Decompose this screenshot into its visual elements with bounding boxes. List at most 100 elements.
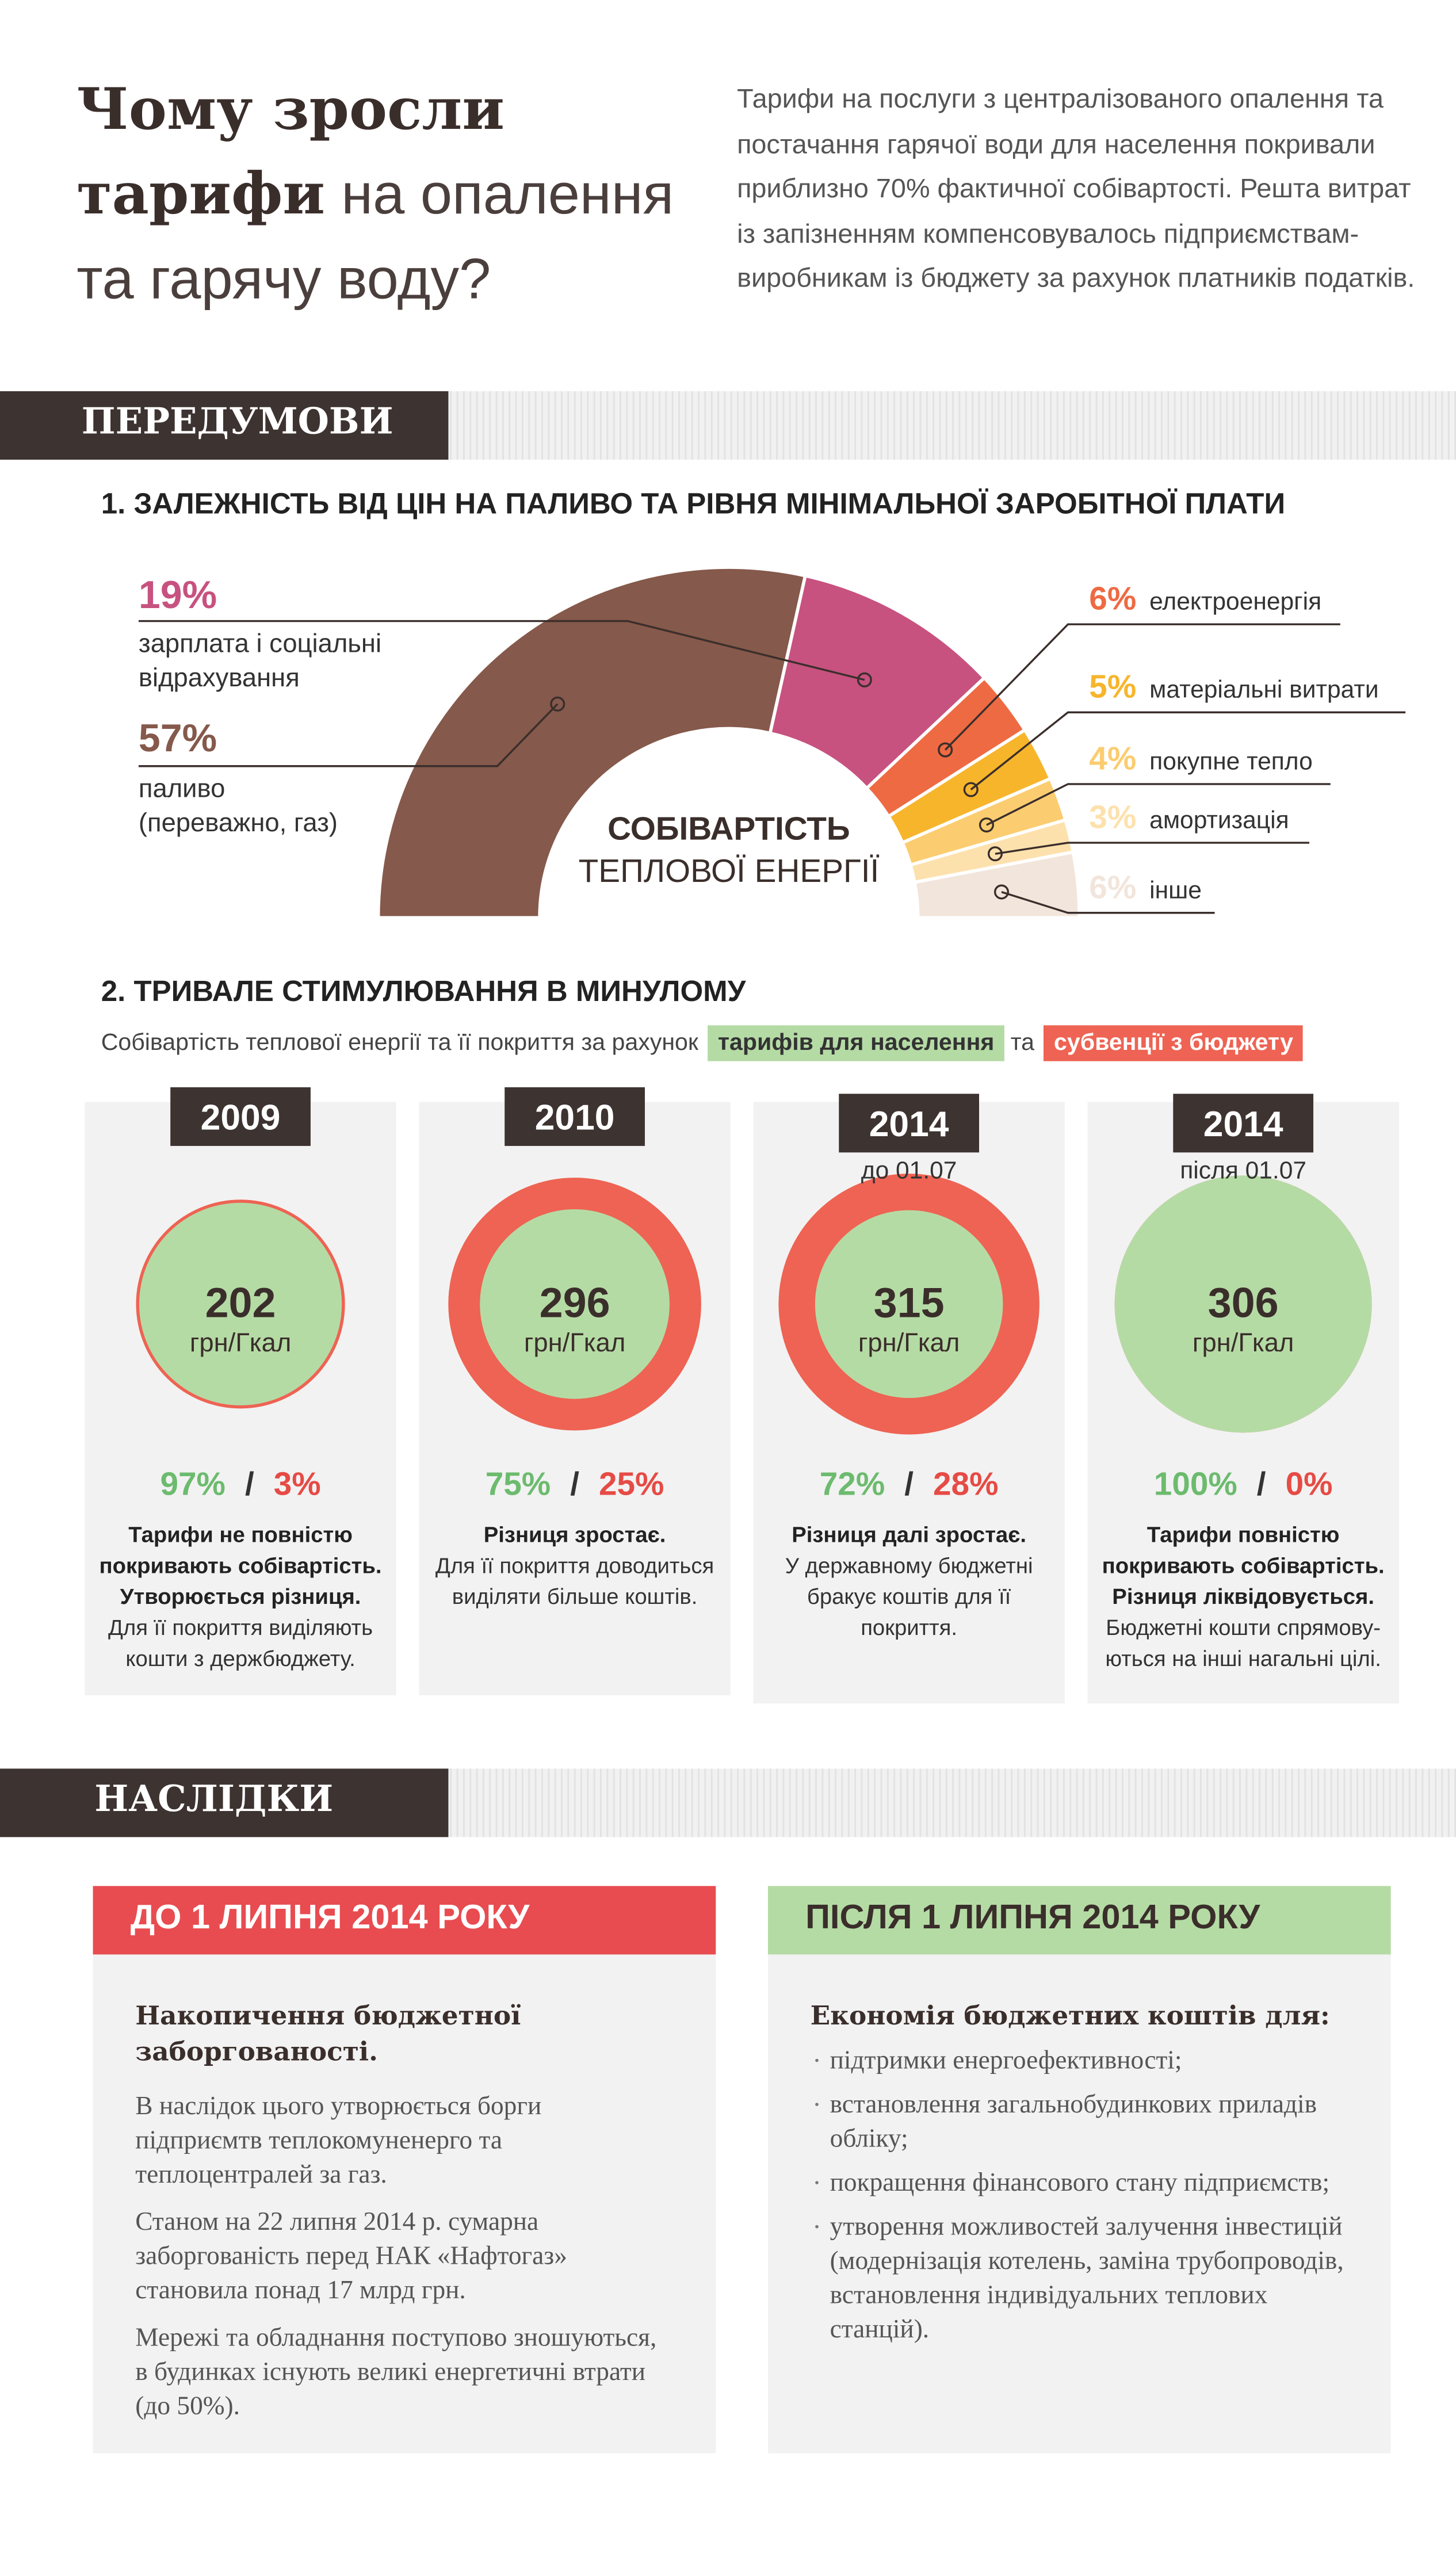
cost-value: 315 bbox=[873, 1278, 945, 1327]
share-separator: / bbox=[904, 1467, 914, 1503]
card-text-normal: Бюджетні кошти спрямову-ються на інші на… bbox=[1105, 1615, 1381, 1671]
donut-slice bbox=[912, 850, 1082, 920]
tariff-circle bbox=[139, 1202, 342, 1405]
cost-value: 306 bbox=[1207, 1278, 1279, 1327]
leader-line bbox=[995, 842, 1309, 855]
card-text-bold: Тарифи не повністю покривають собівартіс… bbox=[99, 1522, 382, 1609]
card-text: Різниця зростає. Для її покриття доводить… bbox=[432, 1519, 717, 1613]
leader-line bbox=[138, 620, 865, 681]
paragraph: В наслідок цього утворюється борги підпр… bbox=[135, 2093, 542, 2190]
year-label: 2014 bbox=[869, 1103, 949, 1145]
category-label: матеріальні витрати bbox=[1149, 676, 1379, 705]
title-light: та гарячу воду? bbox=[77, 247, 491, 312]
cost-unit: грн/Гкал bbox=[523, 1330, 626, 1358]
band bbox=[0, 1768, 449, 1837]
share-separator: / bbox=[244, 1467, 254, 1503]
category-label: електроенергія bbox=[1149, 588, 1322, 617]
card-text-bold: Різниця зростає. bbox=[483, 1522, 666, 1547]
year-tag bbox=[1173, 1094, 1314, 1153]
card-text: Тарифи повністю покривають собівартість.… bbox=[1100, 1519, 1386, 1674]
year-label: 2014 bbox=[1203, 1103, 1283, 1145]
list: підтримки енергоефективності; встановленн… bbox=[811, 2044, 1348, 2347]
value-label: 19% bbox=[138, 574, 217, 618]
value-label: 6% bbox=[1089, 582, 1137, 618]
cost-unit: грн/Гкал bbox=[858, 1330, 960, 1358]
year-note: до 01.07 bbox=[861, 1157, 957, 1185]
chart-subtitle: Собівартість теплової енергії та її покр… bbox=[101, 1025, 1303, 1061]
section-title: ПЕРЕДУМОВИ bbox=[81, 401, 393, 444]
paragraph: Мережі та обладнання поступово зношуютьс… bbox=[135, 2324, 657, 2421]
card-text-normal: Для її покриття виділяють кошти з держбю… bbox=[108, 1615, 373, 1671]
tariff-share: 97% bbox=[160, 1467, 226, 1503]
value-label: 3% bbox=[1089, 800, 1137, 836]
value-label: 6% bbox=[1089, 870, 1137, 907]
shares: 75% / 25% bbox=[486, 1467, 664, 1504]
tariff-share: 75% bbox=[485, 1467, 551, 1503]
leader-dot bbox=[857, 672, 872, 687]
subsidy-share: 3% bbox=[273, 1467, 321, 1503]
leader-line bbox=[970, 711, 1406, 790]
title-bold: тарифи bbox=[77, 161, 325, 228]
leader-line bbox=[1001, 891, 1215, 914]
panel-title: ПІСЛЯ 1 ЛИПНЯ 2014 РОКУ bbox=[805, 1899, 1260, 1937]
value-label: 57% bbox=[138, 717, 217, 762]
subsidy-share: 0% bbox=[1285, 1467, 1333, 1503]
panel-header bbox=[767, 1886, 1391, 1955]
year-tag bbox=[839, 1094, 979, 1153]
panel-heading: Економія бюджетних коштів для: bbox=[810, 2000, 1330, 2031]
leader-dot bbox=[963, 782, 979, 797]
donut-slice bbox=[768, 574, 987, 791]
panel-heading: Накопичення бюджетної заборгованості. bbox=[135, 2000, 521, 2067]
year-tag bbox=[505, 1087, 645, 1146]
panel bbox=[767, 1886, 1391, 2454]
leader-dot bbox=[993, 884, 1010, 900]
shares: 100% / 0% bbox=[1154, 1467, 1333, 1504]
band bbox=[0, 391, 449, 460]
leader-line bbox=[986, 783, 1331, 826]
card-text-normal: Для її покриття доводиться виділяти біль… bbox=[435, 1553, 714, 1609]
card-text-normal: У державному бюджетні бракує коштів для … bbox=[785, 1553, 1033, 1640]
shares: 72% / 28% bbox=[820, 1467, 999, 1504]
subtitle-text: Собівартість теплової енергії та її покр… bbox=[101, 1030, 698, 1057]
cost-value: 296 bbox=[539, 1278, 610, 1327]
category-label: паливо (переважно, газ) bbox=[138, 775, 338, 838]
category-label: покупне тепло bbox=[1149, 748, 1313, 776]
subsidy-share: 28% bbox=[933, 1467, 999, 1503]
list-item: встановлення загальнобудинкових приладів… bbox=[815, 2088, 1348, 2157]
year-tag bbox=[170, 1087, 311, 1146]
year-label: 2010 bbox=[534, 1096, 615, 1138]
leader-dot bbox=[979, 817, 994, 833]
tariff-share: 72% bbox=[819, 1467, 885, 1503]
tariff-circle bbox=[1114, 1175, 1372, 1433]
subtitle-text: та bbox=[1010, 1030, 1034, 1057]
section-title: НАСЛІДКИ bbox=[94, 1778, 334, 1821]
tariff-share: 100% bbox=[1153, 1467, 1237, 1503]
year-note: після 01.07 bbox=[1180, 1157, 1307, 1185]
chart-title: 2. ТРИВАЛЕ СТИМУЛЮВАННЯ В МИНУЛОМУ bbox=[101, 975, 746, 1008]
panel-body: Накопичення бюджетної заборгованості. В н… bbox=[135, 1999, 657, 2437]
donut-slice bbox=[376, 566, 808, 920]
share-separator: / bbox=[1256, 1467, 1266, 1503]
tariff-circle bbox=[480, 1209, 670, 1399]
category-label: зарплата і соціальні відрахування bbox=[138, 631, 382, 693]
list-item: утворення можливостей залучення інвестиц… bbox=[815, 2210, 1348, 2347]
title-bold: Чому зросли bbox=[77, 77, 505, 144]
chart-title: 1. ЗАЛЕЖНІСТЬ ВІД ЦІН НА ПАЛИВО ТА РІВНЯ… bbox=[101, 487, 1286, 520]
paragraph: Станом на 22 липня 2014 р. сумарна забор… bbox=[135, 2209, 567, 2305]
card-text: Різниця далі зростає. У державному бюджет… bbox=[766, 1519, 1052, 1643]
leader-line bbox=[944, 623, 1340, 751]
shares: 97% / 3% bbox=[160, 1467, 320, 1504]
card-text: Тарифи не повністю покривають собівартіс… bbox=[98, 1519, 383, 1674]
category-label: амортизація bbox=[1149, 807, 1289, 835]
leader-dot bbox=[550, 696, 565, 712]
leader-dot bbox=[987, 846, 1003, 862]
center-title: СОБІВАРТІСТЬ bbox=[607, 812, 850, 848]
list-item: покращення фінансового стану підприємств… bbox=[815, 2167, 1348, 2201]
cost-value: 202 bbox=[205, 1278, 276, 1327]
value-label: 5% bbox=[1089, 670, 1137, 706]
card-text-bold: Різниця далі зростає. bbox=[792, 1522, 1026, 1547]
year-label: 2009 bbox=[200, 1096, 281, 1138]
